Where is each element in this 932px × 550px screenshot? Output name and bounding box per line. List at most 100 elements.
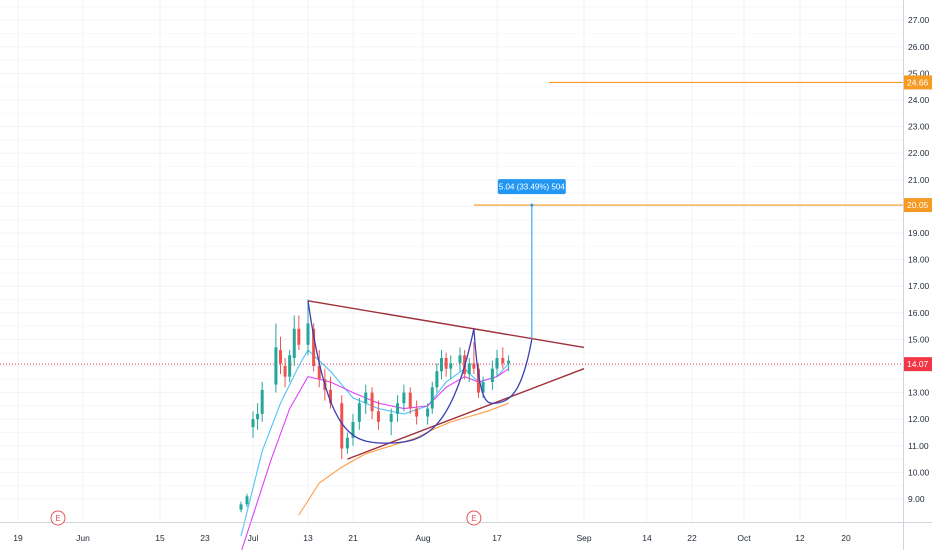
candle-body bbox=[312, 328, 316, 366]
price-axis[interactable]: 9.0010.0011.0012.0013.0014.0015.0016.001… bbox=[903, 0, 932, 550]
candle-body bbox=[283, 366, 287, 377]
candle-body bbox=[490, 368, 494, 382]
candle-body bbox=[440, 358, 443, 372]
candle-body bbox=[256, 413, 260, 420]
current-price-label: 14.07 bbox=[907, 359, 929, 369]
price-level-badge bbox=[904, 75, 932, 90]
candle-body bbox=[501, 358, 505, 364]
candle-body bbox=[415, 408, 419, 417]
y-tick-label: 10.00 bbox=[908, 467, 930, 477]
x-tick-label: 14 bbox=[642, 533, 652, 543]
measure-endpoint bbox=[530, 203, 534, 207]
current-price-badge bbox=[904, 357, 932, 372]
candle-body bbox=[426, 408, 430, 417]
pattern-drawings bbox=[307, 300, 585, 460]
y-tick-label: 26.00 bbox=[908, 42, 930, 52]
candle-body bbox=[444, 358, 448, 369]
measure-label-box bbox=[497, 179, 566, 195]
x-tick-label: 13 bbox=[303, 533, 313, 543]
candle-body bbox=[340, 403, 344, 449]
candle-body bbox=[260, 389, 264, 414]
candle-body bbox=[245, 496, 249, 505]
candle-body bbox=[376, 411, 380, 422]
candle-body bbox=[467, 363, 471, 374]
x-tick-label: Jun bbox=[76, 533, 90, 543]
trendline bbox=[347, 368, 585, 460]
x-tick-label: 22 bbox=[687, 533, 697, 543]
x-tick-label: 23 bbox=[200, 533, 210, 543]
y-tick-label: 22.00 bbox=[908, 148, 930, 158]
y-tick-label: 23.00 bbox=[908, 122, 930, 132]
candle-body bbox=[396, 403, 400, 414]
candle-body bbox=[306, 323, 310, 345]
y-tick-label: 17.00 bbox=[908, 281, 930, 291]
candle-body bbox=[481, 381, 485, 393]
y-tick-label: 18.00 bbox=[908, 255, 930, 265]
moving-average-line bbox=[298, 402, 509, 516]
candle-body bbox=[458, 355, 462, 364]
candle-body bbox=[317, 366, 321, 380]
price-level-label: 20.05 bbox=[907, 200, 929, 210]
cup-curve bbox=[473, 328, 533, 404]
price-level-badge bbox=[904, 198, 932, 213]
candle-body bbox=[507, 360, 511, 364]
candle-body bbox=[364, 392, 368, 404]
candle-body bbox=[495, 358, 499, 369]
x-tick-label: Jul bbox=[248, 533, 259, 543]
candle-body bbox=[449, 363, 453, 369]
moving-average-line bbox=[241, 368, 509, 550]
candle-body bbox=[329, 389, 332, 404]
candle-body bbox=[477, 368, 480, 393]
x-tick-label: 21 bbox=[348, 533, 358, 543]
y-tick-label: 16.00 bbox=[908, 308, 930, 318]
y-tick-label: 11.00 bbox=[908, 441, 929, 451]
candle-body bbox=[370, 392, 374, 412]
x-tick-label: 20 bbox=[841, 533, 851, 543]
x-tick-label: Aug bbox=[415, 533, 430, 543]
y-tick-label: 9.00 bbox=[908, 494, 925, 504]
earnings-event-icon bbox=[466, 510, 482, 526]
candle-body bbox=[292, 328, 296, 359]
x-tick-label: 12 bbox=[795, 533, 805, 543]
candles bbox=[239, 299, 511, 513]
measure-tool: 5.04 (33.49%) 504 bbox=[497, 179, 566, 340]
candle-body bbox=[472, 363, 476, 369]
candle-body bbox=[279, 350, 282, 364]
candle-body bbox=[274, 347, 278, 385]
y-tick-label: 21.00 bbox=[908, 175, 930, 185]
candle-body bbox=[288, 355, 292, 377]
candle-body bbox=[357, 403, 361, 422]
earnings-event-label: E bbox=[55, 514, 60, 523]
y-tick-label: 12.00 bbox=[908, 414, 930, 424]
y-tick-label: 15.00 bbox=[908, 334, 930, 344]
candle-body bbox=[251, 419, 255, 428]
y-tick-label: 24.00 bbox=[908, 95, 930, 105]
earnings-event-icon bbox=[50, 510, 66, 526]
candle-body bbox=[239, 504, 243, 510]
x-tick-label: 19 bbox=[13, 533, 23, 543]
y-tick-label: 19.00 bbox=[908, 228, 930, 238]
price-level-label: 24.66 bbox=[907, 77, 929, 87]
candle-body bbox=[430, 387, 434, 409]
candle-body bbox=[389, 413, 393, 422]
candle-body bbox=[297, 328, 301, 345]
candle-body bbox=[402, 392, 406, 404]
candle-body bbox=[408, 392, 412, 409]
y-tick-label: 27.00 bbox=[908, 15, 930, 25]
grid bbox=[0, 0, 903, 522]
trendline bbox=[307, 300, 585, 349]
y-tick-label: 13.00 bbox=[908, 388, 930, 398]
y-tick-label: 25.00 bbox=[908, 68, 930, 78]
candle-body bbox=[351, 421, 355, 438]
candle-body bbox=[345, 437, 349, 449]
time-axis[interactable]: 19 Jun 15 23 Jul 13 21 Aug 17 Sep 14 22 Oct 12 20 bbox=[0, 522, 932, 544]
x-tick-label: 17 bbox=[492, 533, 502, 543]
x-tick-label: 15 bbox=[155, 533, 165, 543]
price-levels bbox=[0, 81, 903, 365]
candle-body bbox=[435, 371, 439, 388]
earnings-event-label: E bbox=[471, 514, 476, 523]
x-tick-label: Oct bbox=[737, 533, 751, 543]
